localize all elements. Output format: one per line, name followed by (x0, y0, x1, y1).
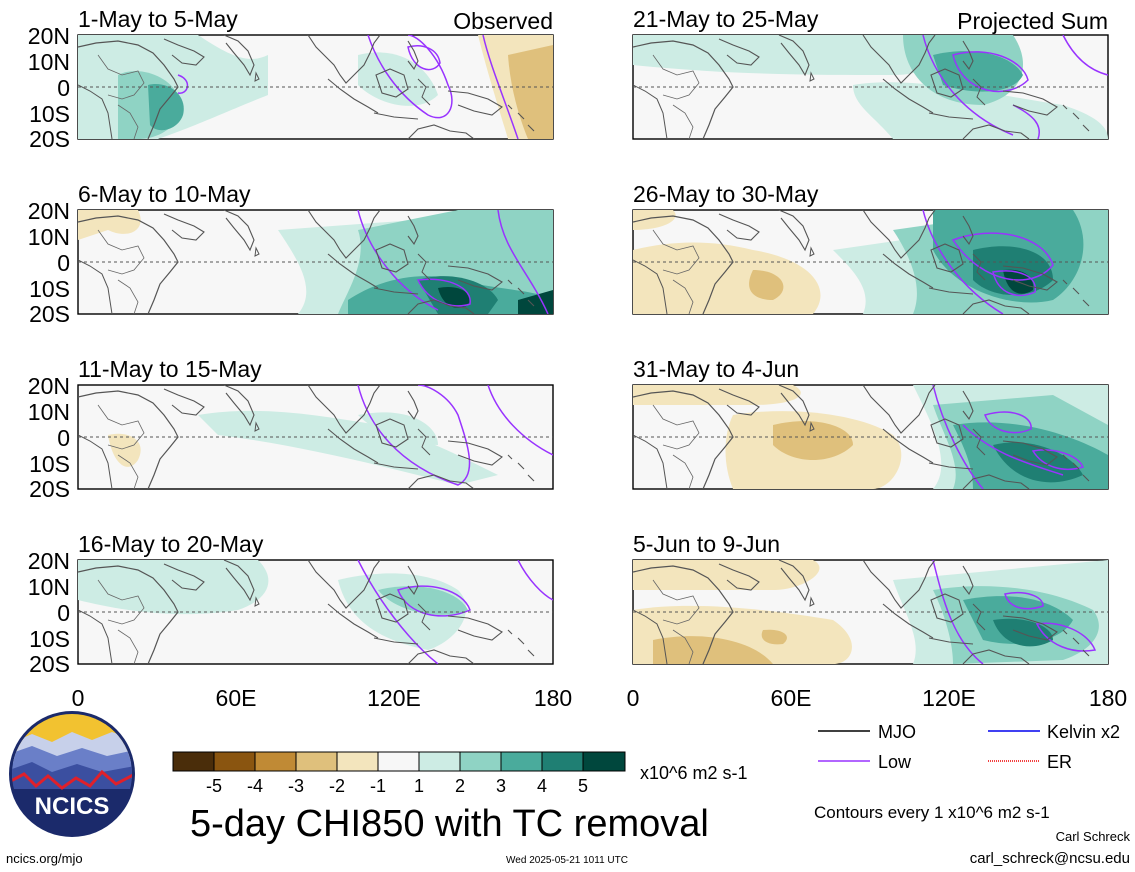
lat-label: 0 (57, 600, 70, 626)
colorbar-swatch (500, 751, 543, 772)
colorbar-tick: 2 (455, 776, 465, 796)
lat-labels-row-4: 20N 10N 0 10S 20S (28, 548, 70, 677)
website-link[interactable]: ncics.org/mjo (6, 851, 83, 866)
panel-31-may-to-4-jun: 31-May to 4-Jun (632, 356, 1109, 490)
colorbar-tick: -4 (247, 776, 263, 796)
lat-label: 10S (29, 101, 70, 127)
panel-11-may-to-15-may: 11-May to 15-May (77, 356, 554, 490)
lon-label: 60E (771, 685, 812, 711)
panel-title: 26-May to 30-May (633, 181, 819, 207)
lat-label: 20S (29, 651, 70, 677)
lat-label: 20N (28, 23, 70, 49)
lat-label: 20N (28, 198, 70, 224)
lon-label: 0 (72, 685, 85, 711)
lon-label: 60E (216, 685, 257, 711)
timestamp: Wed 2025-05-21 1011 UTC (506, 855, 628, 866)
panel-21-may-to-25-may: 21-May to 25-May Projected Sum (632, 6, 1109, 140)
lat-labels-row-1: 20N 10N 0 10S 20S (28, 23, 70, 152)
er-legend-label: ER (1047, 752, 1072, 772)
lon-label: 180 (1089, 685, 1127, 711)
mjo-legend-label: MJO (878, 722, 916, 742)
lat-label: 20N (28, 548, 70, 574)
low-legend-label: Low (878, 752, 912, 772)
lat-labels-row-2: 20N 10N 0 10S 20S (28, 198, 70, 327)
lat-label: 10N (28, 399, 70, 425)
panel-title: 21-May to 25-May (633, 6, 819, 32)
colorbar-tick: 5 (578, 776, 588, 796)
colorbar: -5 -4 -3 -2 -1 1 2 3 4 5 (172, 751, 626, 796)
lat-label: 10S (29, 451, 70, 477)
logo-text: NCICS (35, 793, 110, 820)
colorbar-swatch (418, 751, 461, 772)
lat-label: 0 (57, 425, 70, 451)
colorbar-swatch (377, 751, 420, 772)
colorbar-tick: -1 (370, 776, 386, 796)
panel-title: 16-May to 20-May (78, 531, 264, 557)
lon-label: 120E (367, 685, 421, 711)
colorbar-tick: -2 (329, 776, 345, 796)
panel-1-may-to-5-may: 1-May to 5-May Observed (77, 6, 554, 140)
lat-label: 20S (29, 476, 70, 502)
units-label: x10^6 m2 s-1 (640, 763, 748, 783)
colorbar-swatch (541, 751, 584, 772)
lat-label: 0 (57, 75, 70, 101)
panel-26-may-to-30-may: 26-May to 30-May (632, 181, 1109, 315)
lat-label: 20N (28, 373, 70, 399)
lon-label: 0 (627, 685, 640, 711)
lon-label: 180 (534, 685, 572, 711)
lat-label: 0 (57, 250, 70, 276)
panel-title: 31-May to 4-Jun (633, 356, 799, 382)
colorbar-tick: 1 (414, 776, 424, 796)
lat-label: 20S (29, 301, 70, 327)
author-name: Carl Schreck (1056, 829, 1131, 844)
panel-title: 11-May to 15-May (78, 356, 262, 382)
figure-title: 5-day CHI850 with TC removal (190, 803, 709, 845)
colorbar-swatch (336, 751, 379, 772)
lat-label: 10N (28, 224, 70, 250)
panel-5-jun-to-9-jun: 5-Jun to 9-Jun (632, 531, 1109, 665)
panel-6-may-to-10-may: 6-May to 10-May (77, 181, 554, 315)
lat-label: 20S (29, 126, 70, 152)
colorbar-swatch (295, 751, 338, 772)
projected-label: Projected Sum (957, 8, 1108, 34)
colorbar-tick: 3 (496, 776, 506, 796)
colorbar-swatch (213, 751, 256, 772)
lat-label: 10S (29, 626, 70, 652)
lat-labels-row-3: 20N 10N 0 10S 20S (28, 373, 70, 502)
colorbar-swatch (459, 751, 502, 772)
kelvin-legend-label: Kelvin x2 (1047, 722, 1120, 742)
panel-title: 5-Jun to 9-Jun (633, 531, 780, 557)
lon-labels-right: 0 60E 120E 180 (627, 685, 1128, 711)
author-email: carl_schreck@ncsu.edu (970, 850, 1130, 867)
contour-note: Contours every 1 x10^6 m2 s-1 (814, 803, 1050, 822)
colorbar-swatch (254, 751, 297, 772)
lon-labels-left: 0 60E 120E 180 (72, 685, 573, 711)
lon-label: 120E (922, 685, 976, 711)
lat-label: 10N (28, 49, 70, 75)
panel-title: 6-May to 10-May (78, 181, 251, 207)
lat-label: 10S (29, 276, 70, 302)
line-legend: MJO Kelvin x2 Low ER (818, 722, 1120, 772)
colorbar-swatch (172, 751, 215, 772)
colorbar-tick: -3 (288, 776, 304, 796)
panel-title: 1-May to 5-May (78, 6, 238, 32)
colorbar-swatch (582, 751, 626, 772)
colorbar-tick: -5 (206, 776, 222, 796)
panel-16-may-to-20-may: 16-May to 20-May (77, 531, 554, 665)
colorbar-tick: 4 (537, 776, 547, 796)
lat-label: 10N (28, 574, 70, 600)
ncics-logo: NCICS (9, 711, 135, 837)
observed-label: Observed (453, 8, 553, 34)
